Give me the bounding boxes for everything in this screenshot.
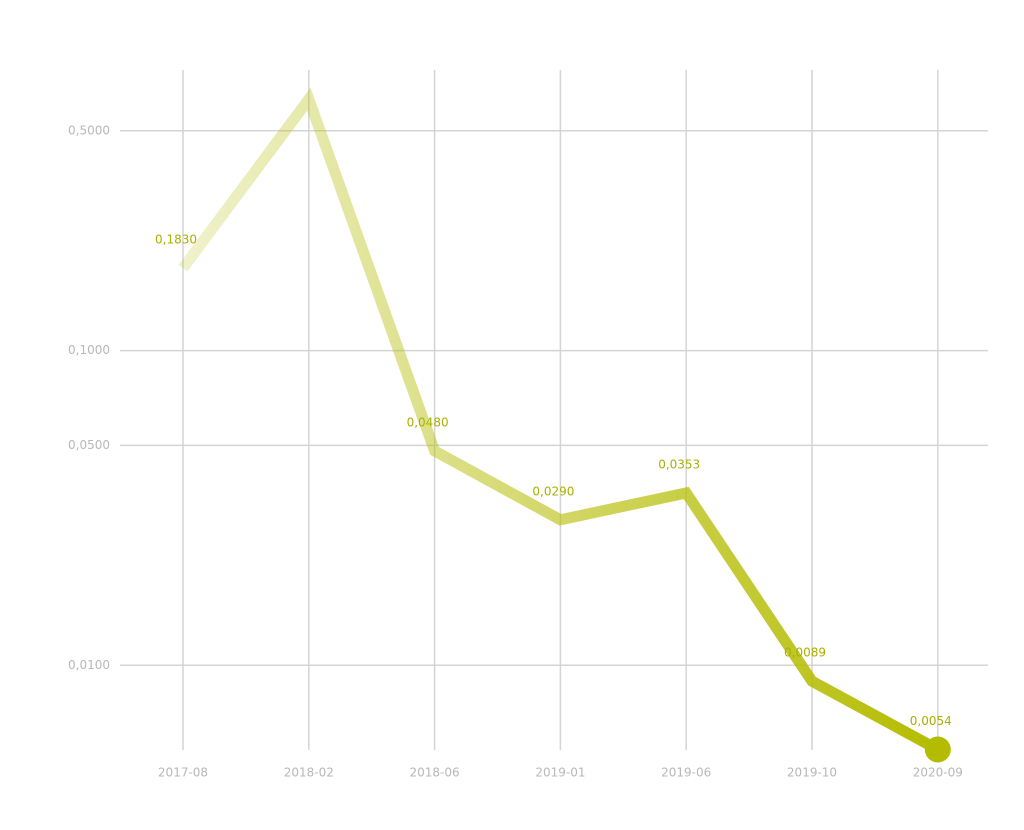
data-label: 0,0290	[532, 484, 574, 498]
y-tick-label: 0,5000	[68, 123, 110, 137]
x-tick-label: 2020-09	[913, 766, 963, 780]
x-tick-label: 2018-06	[410, 766, 460, 780]
data-label: 0,1830	[155, 233, 197, 247]
y-tick-label: 0,0500	[68, 438, 110, 452]
data-label: 0,0480	[407, 415, 449, 429]
x-tick-label: 2018-02	[284, 766, 334, 780]
x-tick-label: 2019-06	[661, 766, 711, 780]
data-label: 0,0089	[784, 646, 826, 660]
line	[178, 87, 941, 755]
x-tick-label: 2017-08	[158, 766, 208, 780]
y-tick-label: 0,0100	[68, 658, 110, 672]
data-label: 0,0054	[910, 714, 952, 728]
x-tick-label: 2019-01	[535, 766, 585, 780]
end-marker	[924, 736, 951, 763]
data-label: 0,0353	[658, 457, 700, 471]
y-tick-label: 0,1000	[68, 343, 110, 357]
x-tick-label: 2019-10	[787, 766, 837, 780]
